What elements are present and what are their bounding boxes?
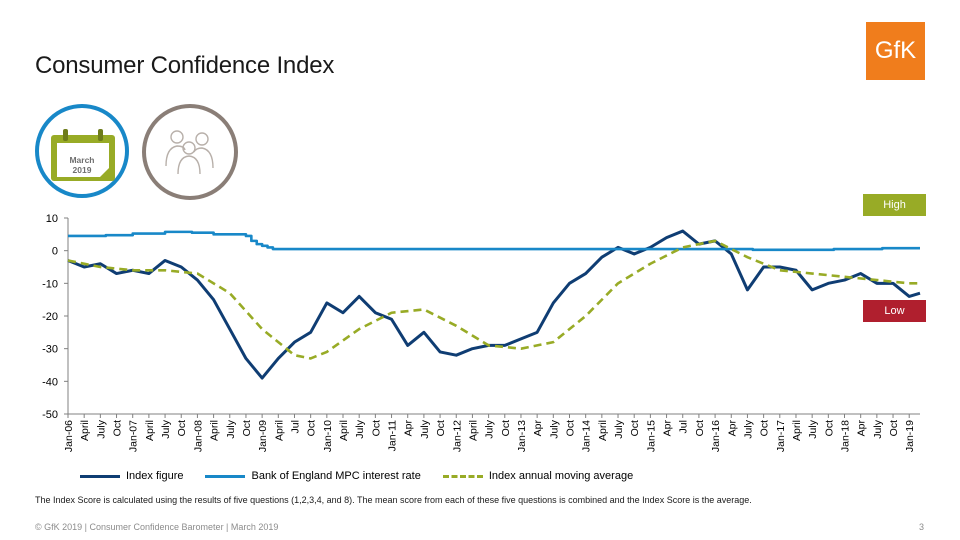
x-tick-label: July (807, 419, 819, 438)
x-tick-label: July (95, 419, 107, 438)
x-tick-label: Jan-13 (516, 420, 528, 452)
page-title: Consumer Confidence Index (35, 52, 335, 79)
legend-item-index: Index figure (80, 470, 183, 482)
x-tick-label: April (144, 420, 156, 441)
people-icon (165, 130, 214, 175)
x-tick-label: July (742, 419, 754, 438)
x-tick-label: April (79, 420, 91, 441)
x-tick-label: Jan-06 (63, 420, 75, 452)
x-tick-label: Apr (532, 420, 544, 437)
x-tick-label: July (548, 419, 560, 438)
people-ring (142, 104, 238, 200)
x-tick-label: Oct (370, 420, 382, 436)
x-tick-label: Jan-15 (645, 420, 657, 452)
x-tick-label: Apr (726, 420, 738, 437)
legend-item-rate: Bank of England MPC interest rate (205, 470, 421, 482)
legend-swatch-index (80, 474, 120, 478)
x-tick-label: July (613, 419, 625, 438)
calendar-ring (35, 104, 129, 198)
x-tick-label: July (160, 419, 172, 438)
x-tick-label: Oct (564, 420, 576, 436)
page-number: 3 (919, 522, 925, 532)
x-tick-label: Jan-14 (581, 420, 593, 452)
x-tick-label: Jan-17 (775, 420, 787, 452)
x-tick-label: Apr (403, 420, 415, 437)
x-tick-label: Oct (500, 420, 512, 436)
x-tick-label: Oct (306, 420, 318, 436)
x-tick-label: April (338, 420, 350, 441)
x-tick-label: Jan-16 (710, 420, 722, 452)
x-tick-label: Jan-09 (257, 420, 269, 452)
y-tick-label: -20 (42, 311, 58, 323)
x-tick-label: July (484, 419, 496, 438)
calendar-date: March 2019 (69, 155, 95, 175)
x-tick-label: April (209, 420, 221, 441)
x-tick-label: Apr (856, 420, 868, 437)
x-tick-label: Apr (662, 420, 674, 437)
y-tick-label: 10 (46, 213, 58, 225)
x-tick-label: Oct (888, 420, 900, 436)
series-interest-rate-line (68, 230, 920, 252)
x-tick-label: Jul (678, 420, 690, 433)
x-tick-label: Jan-12 (451, 420, 463, 452)
x-tick-label: Oct (435, 420, 447, 436)
x-tick-label: Oct (759, 420, 771, 436)
legend-label-rate: Bank of England MPC interest rate (251, 470, 421, 482)
consumer-confidence-chart: 10 0 -10 -20 -30 -40 -50 Jan-06 April July Oct Jan… (42, 213, 921, 452)
x-tick-label: April (791, 420, 803, 441)
y-tick-label: -50 (42, 409, 58, 421)
series-index-line (67, 229, 921, 380)
x-tick-label: April (273, 420, 285, 441)
y-tick-label: 0 (52, 246, 58, 258)
legend-label-moving-average: Index annual moving average (488, 470, 634, 482)
legend-label-index: Index figure (126, 470, 184, 482)
x-tick-label: Jan-07 (128, 420, 140, 452)
series-moving-average-line (67, 239, 920, 360)
x-tick-label: Oct (694, 420, 706, 436)
x-tick-label: Jan-08 (192, 420, 204, 452)
footer-text: © GfK 2019 | Consumer Confidence Baromet… (35, 522, 279, 532)
gfk-logo: GfK (866, 22, 925, 80)
x-tick-label: Jan-19 (904, 420, 916, 452)
low-badge: Low (863, 300, 926, 322)
x-tick-label: Jan-11 (387, 420, 399, 451)
y-tick-label: -10 (42, 278, 58, 290)
x-tick-label: Oct (176, 420, 188, 436)
x-tick-label: July (354, 419, 366, 438)
calendar-icon (51, 129, 115, 181)
x-tick-label: July (225, 419, 237, 438)
x-tick-label: July (419, 419, 431, 438)
x-tick-label: Oct (629, 420, 641, 436)
x-tick-label: Oct (241, 420, 253, 436)
x-tick-label: Jan-10 (322, 420, 334, 452)
legend-item-moving-average: Index annual moving average (442, 470, 634, 482)
x-tick-label: July (872, 419, 884, 438)
high-badge: High (863, 194, 926, 216)
index-note: The Index Score is calculated using the … (35, 495, 752, 505)
x-tick-label: Jul (289, 420, 301, 433)
y-tick-label: -40 (42, 376, 58, 388)
legend-swatch-rate (205, 474, 246, 478)
x-tick-label: Oct (112, 420, 124, 436)
legend-swatch-moving-average (442, 474, 483, 478)
y-tick-label: -30 (42, 344, 58, 356)
x-tick-label: April (467, 420, 479, 441)
x-tick-label: Oct (823, 420, 835, 436)
x-tick-label: Jan-18 (840, 420, 852, 452)
chart-legend: Index figure Bank of England MPC interes… (80, 470, 655, 482)
x-tick-label: April (597, 420, 609, 441)
